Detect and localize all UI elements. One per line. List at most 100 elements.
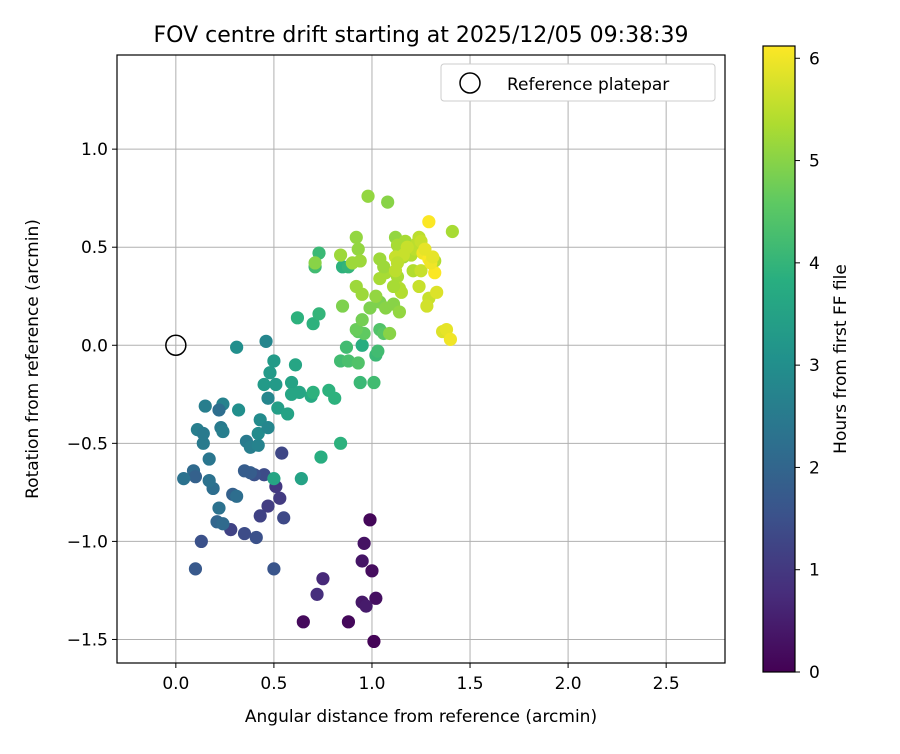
data-point	[355, 338, 369, 352]
colorbar-gradient	[762, 45, 796, 673]
data-point	[216, 517, 230, 531]
data-point	[275, 446, 289, 460]
data-point	[353, 375, 367, 390]
data-point	[263, 366, 277, 380]
y-tick-label: −1.5	[67, 630, 108, 650]
data-point	[386, 279, 401, 294]
data-point	[267, 472, 281, 486]
data-point	[188, 562, 203, 576]
legend: Reference platepar	[440, 63, 716, 102]
y-tick-label: 0.0	[81, 336, 108, 356]
data-point	[196, 436, 210, 450]
data-point	[341, 615, 356, 629]
data-point	[251, 438, 265, 452]
y-axis-label: Rotation from reference (arcmin)	[23, 219, 43, 499]
data-point	[363, 301, 377, 315]
colorbar-tick-label: 5	[809, 152, 820, 172]
reference-platepar-marker	[165, 334, 187, 357]
data-point	[412, 279, 426, 294]
data-point	[284, 375, 299, 390]
data-point	[261, 499, 275, 513]
data-point	[335, 299, 350, 313]
data-point	[296, 615, 310, 629]
data-point	[194, 534, 208, 549]
x-axis-ticks: 0.0 0.5 1.0 1.5 2.0 2.5	[162, 663, 680, 694]
data-point	[273, 491, 287, 505]
colorbar-tick-label: 0	[809, 663, 820, 683]
data-point	[361, 189, 375, 203]
data-point	[371, 344, 385, 358]
data-point	[355, 313, 369, 327]
data-point	[339, 340, 354, 354]
data-point	[430, 285, 444, 299]
data-point	[177, 472, 191, 486]
data-point	[271, 401, 285, 415]
x-tick-label: 2.5	[653, 674, 680, 694]
data-point	[351, 242, 365, 256]
data-point	[316, 572, 330, 586]
data-point	[357, 536, 371, 550]
data-point	[232, 403, 246, 417]
data-point	[237, 526, 252, 541]
data-point	[377, 260, 391, 274]
data-point	[365, 564, 379, 578]
data-point	[306, 317, 320, 331]
data-point	[281, 407, 295, 421]
data-point	[292, 385, 306, 399]
data-point	[202, 474, 216, 488]
x-tick-label: 0.5	[260, 674, 287, 694]
legend-label: Reference platepar	[507, 75, 669, 95]
x-tick-label: 0.0	[162, 674, 189, 694]
data-point	[216, 424, 230, 439]
data-point	[261, 391, 275, 405]
colorbar-ticks: 0 1 2 3 4 5 6	[795, 49, 820, 683]
x-tick-label: 1.0	[358, 674, 385, 694]
data-point	[257, 377, 271, 392]
plot-frame	[116, 54, 726, 664]
data-point	[349, 322, 363, 337]
data-point	[267, 354, 281, 368]
data-point	[420, 299, 434, 313]
colorbar-tick-label: 3	[809, 356, 820, 376]
data-point	[333, 436, 348, 450]
data-point	[253, 509, 267, 523]
data-point	[341, 354, 356, 368]
data-point	[259, 334, 273, 348]
colorbar-tick-label: 4	[809, 254, 820, 274]
data-point	[445, 224, 459, 239]
data-point	[288, 358, 303, 372]
data-point	[381, 195, 395, 209]
grid-lines	[117, 55, 725, 663]
y-tick-label: 1.0	[81, 140, 108, 160]
y-axis-ticks: 1.0 0.5 0.0 −0.5 −1.0 −1.5	[67, 140, 117, 650]
data-point	[353, 254, 367, 268]
data-point	[261, 421, 275, 435]
data-point	[196, 426, 210, 441]
data-point	[269, 377, 283, 392]
data-point	[422, 215, 436, 229]
data-point	[367, 634, 381, 649]
data-point	[212, 501, 226, 515]
data-point	[369, 289, 383, 303]
data-point	[198, 399, 212, 413]
colorbar-tick-label: 6	[809, 49, 820, 69]
data-point	[294, 472, 308, 486]
data-point	[249, 530, 263, 545]
y-tick-label: −1.0	[67, 532, 108, 552]
data-point	[308, 256, 322, 270]
data-point	[383, 326, 397, 341]
x-tick-label: 1.5	[457, 674, 484, 694]
data-point	[230, 489, 244, 503]
data-point	[355, 554, 369, 568]
data-point	[312, 307, 326, 321]
data-point	[367, 375, 381, 390]
x-axis-label: Angular distance from reference (arcmin)	[245, 707, 597, 727]
legend-box	[440, 63, 716, 102]
data-points	[177, 189, 459, 649]
data-point	[414, 264, 428, 278]
data-point	[290, 311, 305, 325]
data-point	[363, 513, 377, 527]
data-point	[310, 587, 324, 601]
data-point	[314, 450, 328, 464]
